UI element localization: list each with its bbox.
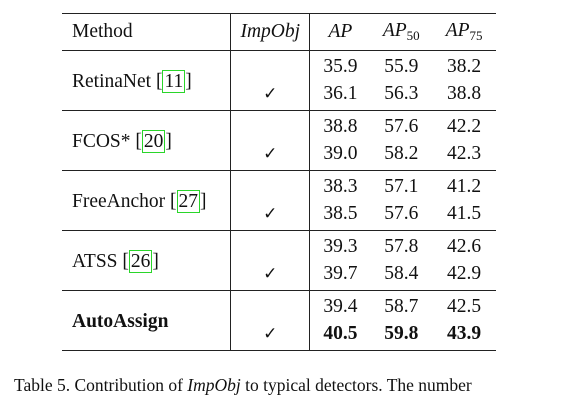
impobj-cell — [230, 230, 311, 261]
ap75-cell: 42.6 — [447, 236, 482, 258]
header-ap50: AP50 — [370, 14, 432, 51]
caption-suffix: to typical detectors. The number — [240, 375, 472, 395]
caption-prefix: Table 5. Contribution of — [14, 375, 188, 395]
ap50-cell: 59.8 — [384, 322, 419, 344]
method-name: AutoAssign — [72, 311, 169, 332]
results-table-container: Method ImpObj AP AP50 AP75 RetinaNet [11… — [62, 13, 496, 351]
impobj-cell — [230, 110, 311, 141]
ap50-cell: 57.1 — [384, 176, 419, 198]
ap50-cell: 55.9 — [384, 56, 419, 78]
ap50-cell: 58.7 — [384, 296, 419, 318]
impobj-cell: ✓ — [230, 320, 311, 351]
ap75-cell: 41.5 — [447, 202, 482, 224]
ap50-cell: 57.6 — [384, 202, 419, 224]
table-caption: Table 5. Contribution of ImpObj to typic… — [14, 375, 571, 396]
ap75-cell: 42.9 — [447, 262, 482, 284]
header-method: Method — [72, 21, 133, 42]
caption-emph: ImpObj — [187, 375, 241, 395]
check-icon: ✓ — [263, 83, 278, 104]
table-row: ✓ 39.0 58.2 42.3 — [62, 140, 496, 171]
method-cell: ATSS [26] — [72, 250, 159, 273]
header-ap50-base: AP — [382, 20, 407, 41]
impobj-cell — [230, 170, 311, 201]
ap75-cell: 41.2 — [447, 176, 482, 198]
table-row: ✓ 38.5 57.6 41.5 — [62, 200, 496, 231]
citation-link[interactable]: 11 — [162, 70, 186, 93]
header-ap: AP — [309, 13, 371, 51]
ap-cell: 38.3 — [309, 170, 371, 201]
method-name: RetinaNet — [72, 71, 152, 92]
ap-cell: 39.3 — [309, 230, 371, 261]
check-icon: ✓ — [263, 263, 278, 284]
ap50-cell: 57.6 — [384, 116, 419, 138]
method-name: FCOS* — [72, 131, 131, 152]
table-body: RetinaNet [11] 35.9 55.9 38.2 ✓ 36.1 56.3 38.8 F… — [62, 50, 496, 351]
table-header-row: Method ImpObj AP AP50 AP75 — [62, 13, 496, 51]
check-icon: ✓ — [263, 323, 278, 344]
method-cell: FreeAnchor [27] — [72, 190, 207, 213]
impobj-cell — [230, 50, 311, 81]
ap-cell: 39.4 — [309, 290, 371, 321]
impobj-cell: ✓ — [230, 140, 311, 171]
method-cell: AutoAssign — [62, 291, 231, 351]
results-table: Method ImpObj AP AP50 AP75 RetinaNet [11… — [62, 13, 496, 351]
ap50-cell: 57.8 — [384, 236, 419, 258]
method-cell: RetinaNet [11] — [72, 70, 192, 93]
ap50-cell: 56.3 — [384, 82, 419, 104]
impobj-cell: ✓ — [230, 80, 311, 111]
table-row: RetinaNet [11] 35.9 55.9 38.2 — [62, 50, 496, 93]
citation-link[interactable]: 20 — [141, 130, 166, 153]
impobj-cell — [230, 290, 311, 321]
ap-cell: 36.1 — [309, 80, 371, 111]
ap-cell: 39.0 — [309, 140, 371, 171]
table-row: FreeAnchor [27] 38.3 57.1 41.2 — [62, 170, 496, 213]
table-row: ATSS [26] 39.3 57.8 42.6 — [62, 230, 496, 273]
ap-cell: 40.5 — [309, 320, 371, 351]
ap-cell: 38.8 — [309, 110, 371, 141]
method-name: FreeAnchor — [72, 191, 166, 212]
table-row: FCOS* [20] 38.8 57.6 42.2 — [62, 110, 496, 153]
impobj-cell: ✓ — [230, 260, 311, 291]
check-icon: ✓ — [263, 203, 278, 224]
ap50-cell: 58.4 — [384, 262, 419, 284]
ap-cell: 35.9 — [309, 50, 371, 81]
header-ap75-base: AP — [445, 20, 470, 41]
table-row: ✓ 36.1 56.3 38.8 — [62, 80, 496, 111]
impobj-cell: ✓ — [230, 200, 311, 231]
table-row: AutoAssign 39.4 58.7 42.5 — [62, 290, 496, 332]
table-row: ✓ 40.5 59.8 43.9 — [62, 320, 496, 351]
header-ap75: AP75 — [432, 14, 496, 51]
ap75-cell: 42.5 — [447, 296, 482, 318]
method-cell: FCOS* [20] — [72, 130, 172, 153]
citation-link[interactable]: 27 — [176, 190, 201, 213]
header-ap50-sub: 50 — [406, 28, 420, 43]
check-icon: ✓ — [263, 143, 278, 164]
ap75-cell: 43.9 — [447, 322, 482, 344]
ap75-cell: 38.2 — [447, 56, 482, 78]
ap50-cell: 58.2 — [384, 142, 419, 164]
ap75-cell: 38.8 — [447, 82, 482, 104]
ap75-cell: 42.2 — [447, 116, 482, 138]
table-row: ✓ 39.7 58.4 42.9 — [62, 260, 496, 291]
citation-link[interactable]: 26 — [128, 250, 153, 273]
ap-cell: 39.7 — [309, 260, 371, 291]
method-name: ATSS — [72, 251, 118, 272]
ap75-cell: 42.3 — [447, 142, 482, 164]
header-impobj: ImpObj — [230, 13, 311, 51]
ap-cell: 38.5 — [309, 200, 371, 231]
header-ap75-sub: 75 — [469, 28, 483, 43]
